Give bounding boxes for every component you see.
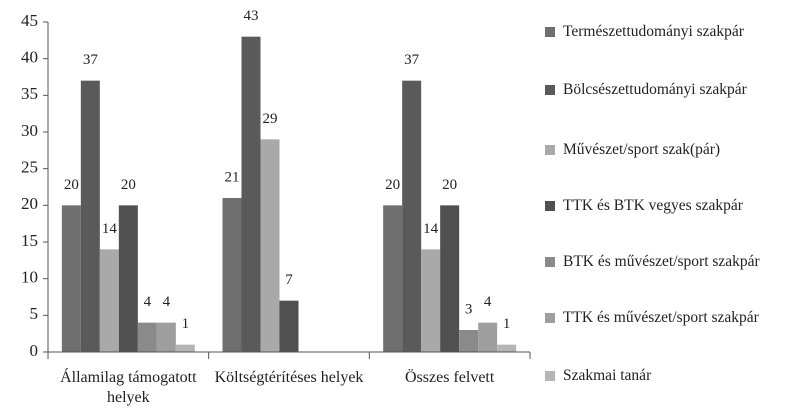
bar — [497, 344, 517, 352]
bar — [402, 80, 422, 353]
legend-swatch — [545, 257, 555, 267]
legend-label: Természettudományi szakpár — [563, 23, 744, 40]
data-label: 20 — [385, 177, 400, 193]
data-label: 20 — [121, 177, 136, 193]
y-tick-label: 15 — [21, 231, 38, 250]
y-tick-label: 25 — [21, 158, 38, 177]
bar — [137, 322, 157, 352]
data-label: 7 — [285, 272, 293, 288]
legend-label: TTK és BTK vegyes szakpár — [563, 197, 743, 214]
legend-swatch — [545, 371, 555, 381]
bar — [61, 205, 81, 352]
bar — [260, 139, 280, 352]
legend-swatch — [545, 313, 555, 323]
x-tick-label: Költségtérítéses helyek — [214, 369, 364, 386]
data-label: 29 — [263, 111, 278, 127]
legend-label: Szakmai tanár — [563, 367, 652, 384]
data-label: 4 — [163, 294, 171, 310]
bar — [99, 249, 119, 352]
legend-swatch — [545, 85, 555, 95]
bar — [241, 36, 261, 353]
data-label: 14 — [102, 221, 118, 237]
bar — [156, 322, 176, 352]
data-label: 21 — [225, 169, 240, 185]
y-tick-label: 10 — [21, 268, 38, 287]
x-tick-label: Összes felvett — [405, 369, 495, 386]
data-label: 14 — [423, 221, 439, 237]
y-tick-label: 35 — [21, 84, 38, 103]
data-label: 37 — [404, 52, 420, 68]
y-tick-label: 5 — [30, 304, 39, 323]
data-label: 43 — [244, 8, 259, 24]
y-tick-label: 30 — [21, 121, 38, 140]
legend-label: Művészet/sport szak(pár) — [563, 141, 721, 158]
legend-label: Bölcsészettudományi szakpár — [563, 81, 747, 98]
data-label: 3 — [465, 301, 473, 317]
data-label: 1 — [503, 316, 511, 332]
bar — [478, 322, 498, 352]
bar — [222, 198, 242, 352]
y-tick-label: 20 — [21, 194, 38, 213]
bar — [421, 249, 441, 352]
y-tick-label: 45 — [21, 11, 38, 30]
legend-label: BTK és művészet/sport szakpár — [563, 253, 760, 270]
bar — [175, 344, 195, 352]
legend-label: TTK és művészet/sport szakpár — [563, 309, 759, 326]
data-label: 20 — [442, 177, 457, 193]
bar — [459, 330, 479, 352]
bar — [279, 300, 299, 352]
y-tick-label: 40 — [21, 48, 38, 67]
data-label: 20 — [64, 177, 79, 193]
data-label: 4 — [484, 294, 492, 310]
y-tick-label: 0 — [30, 341, 39, 360]
data-label: 37 — [83, 52, 99, 68]
legend-swatch — [545, 145, 555, 155]
data-label: 4 — [144, 294, 152, 310]
data-label: 1 — [182, 316, 190, 332]
x-tick-label: Államilag támogatott helyek — [60, 369, 197, 406]
bar — [80, 80, 100, 353]
bar — [440, 205, 460, 352]
bar — [383, 205, 403, 352]
bar — [118, 205, 138, 352]
legend-swatch — [545, 27, 555, 37]
legend-swatch — [545, 201, 555, 211]
